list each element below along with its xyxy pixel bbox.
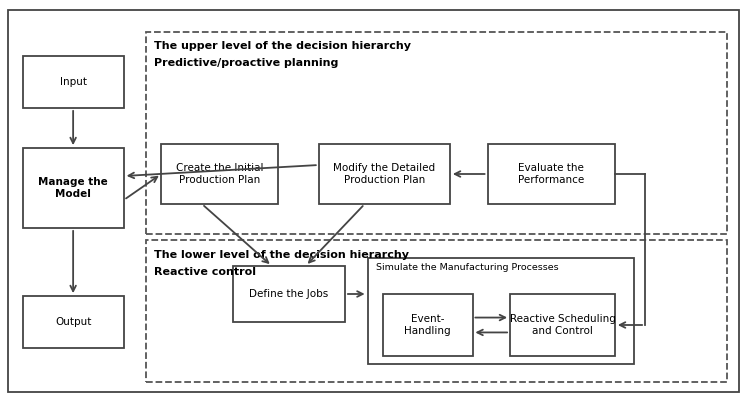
Bar (488, 144, 615, 204)
Text: Reactive Scheduling
and Control: Reactive Scheduling and Control (509, 314, 616, 336)
Text: Reactive control: Reactive control (154, 267, 256, 277)
Text: Modify the Detailed
Production Plan: Modify the Detailed Production Plan (333, 163, 436, 185)
Text: Define the Jobs: Define the Jobs (249, 289, 328, 299)
Bar (22, 296, 124, 348)
Bar (161, 144, 278, 204)
Text: The lower level of the decision hierarchy: The lower level of the decision hierarch… (154, 250, 409, 260)
Text: Manage the
Model: Manage the Model (38, 177, 108, 199)
Text: Output: Output (55, 317, 92, 327)
Bar (368, 258, 634, 364)
Bar (22, 56, 124, 108)
Bar (319, 144, 450, 204)
Bar (232, 266, 345, 322)
Bar (510, 294, 615, 356)
Text: Input: Input (60, 77, 86, 87)
Text: Predictive/proactive planning: Predictive/proactive planning (154, 58, 338, 68)
Bar (22, 148, 124, 228)
Text: Evaluate the
Performance: Evaluate the Performance (518, 163, 584, 185)
Text: Event-
Handling: Event- Handling (404, 314, 451, 336)
Bar (146, 32, 727, 234)
Text: The upper level of the decision hierarchy: The upper level of the decision hierarch… (154, 41, 411, 51)
Text: Simulate the Manufacturing Processes: Simulate the Manufacturing Processes (376, 263, 559, 272)
Bar (382, 294, 472, 356)
Bar (146, 240, 727, 382)
Text: Create the Initial
Production Plan: Create the Initial Production Plan (176, 163, 263, 185)
